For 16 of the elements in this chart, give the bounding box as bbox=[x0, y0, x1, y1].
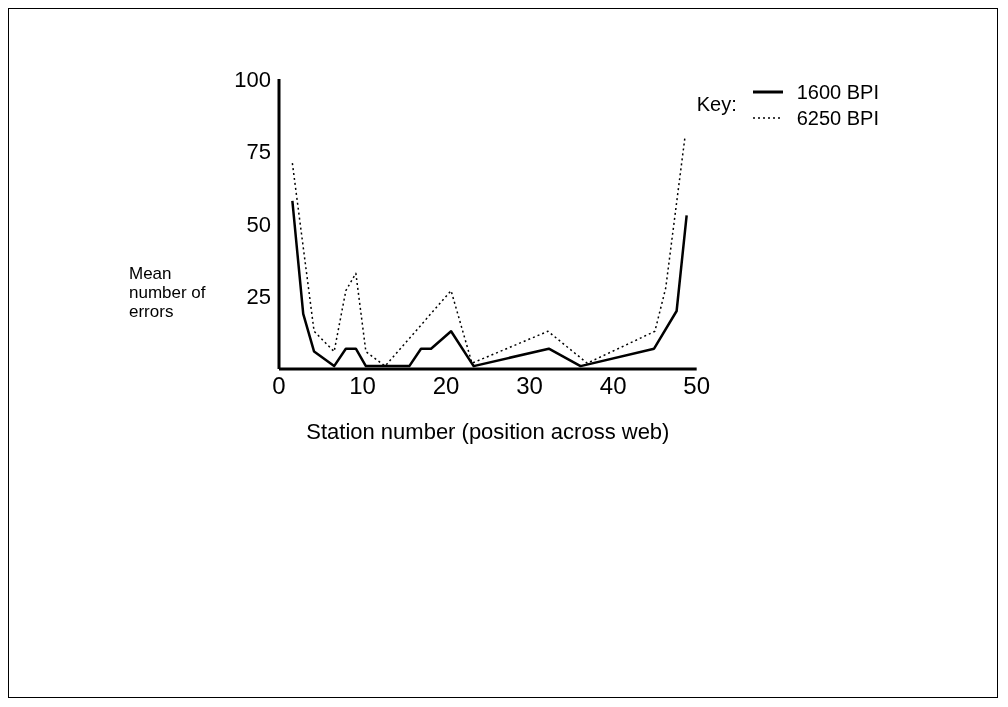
y-tick-label: 75 bbox=[246, 139, 271, 165]
y-axis-title: Mean number of errors bbox=[129, 264, 207, 321]
y-tick-label: 100 bbox=[234, 66, 271, 92]
x-axis-title: Station number (position across web) bbox=[306, 419, 670, 444]
y-tick-label: 25 bbox=[246, 284, 271, 310]
x-tick-label: 20 bbox=[432, 372, 460, 400]
legend-label: 6250 BPI bbox=[796, 106, 879, 130]
line-series bbox=[291, 136, 686, 367]
x-tick-label: 40 bbox=[599, 372, 627, 400]
y-tick-label: 50 bbox=[246, 211, 271, 237]
legend-label: 1600 BPI bbox=[796, 80, 879, 104]
x-tick-label: 50 bbox=[683, 372, 711, 400]
x-tick-label: 10 bbox=[349, 372, 376, 400]
legend-title: Key: bbox=[696, 93, 737, 116]
x-tick-label: 30 bbox=[516, 372, 543, 400]
x-tick-label: 0 bbox=[272, 372, 286, 400]
